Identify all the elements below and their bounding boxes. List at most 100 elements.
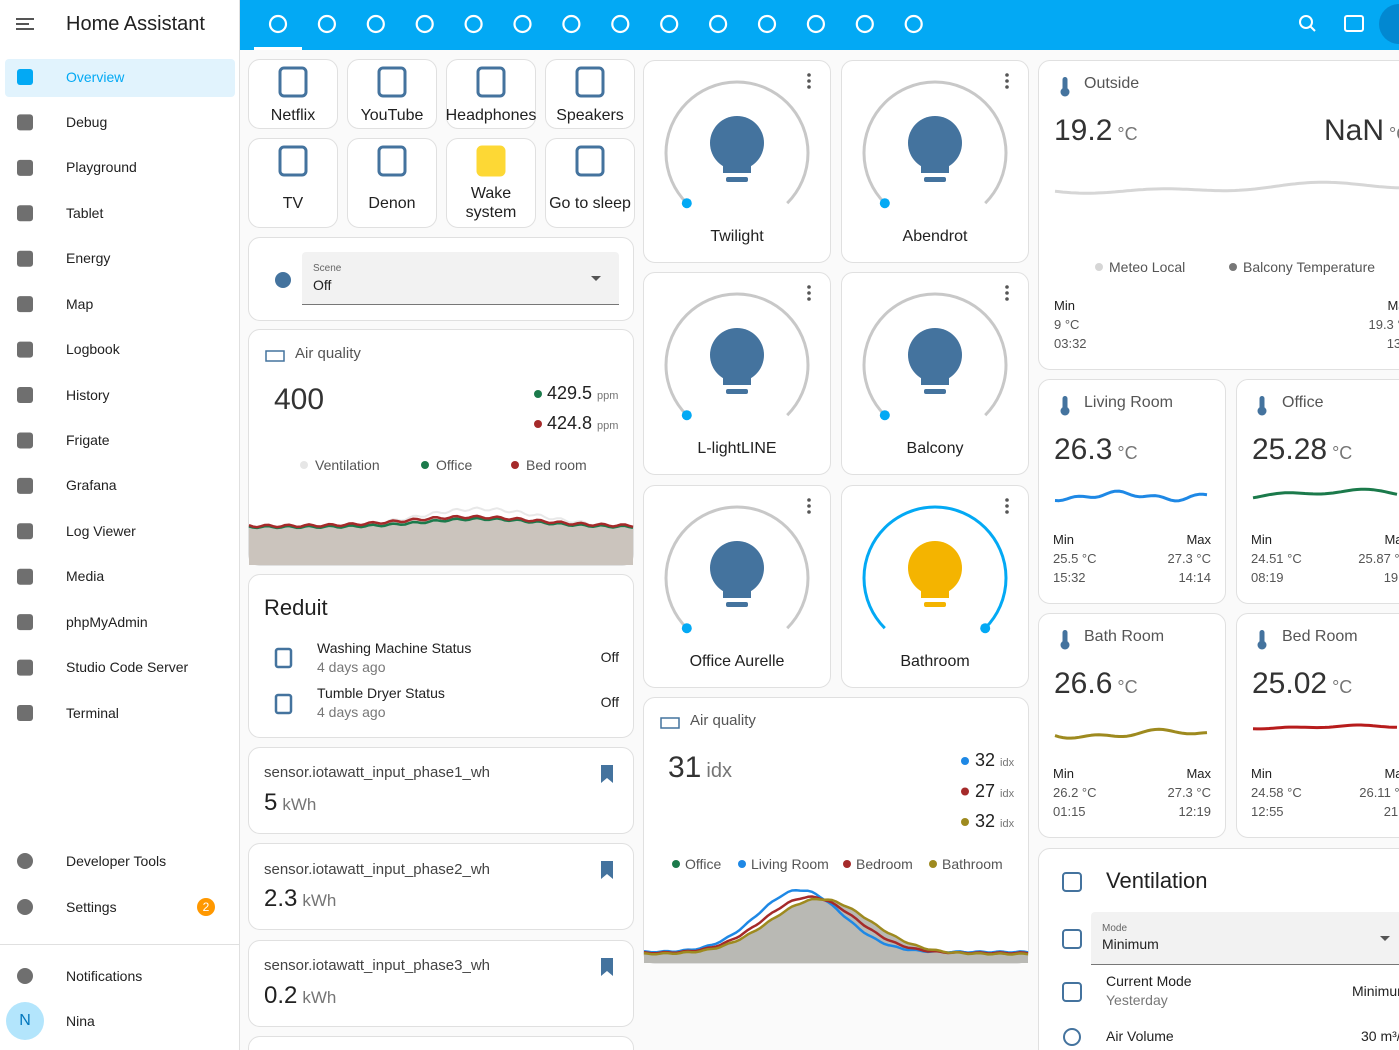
tab-icon xyxy=(806,14,826,34)
reading: 424.8 ppm xyxy=(547,413,618,438)
nav-item[interactable]: History xyxy=(66,386,110,403)
value: 25.28 xyxy=(1252,433,1328,466)
sparkline xyxy=(1054,180,1399,195)
nav-item[interactable]: phpMyAdmin xyxy=(66,613,148,630)
bulb-icon xyxy=(924,389,946,394)
nav-item[interactable]: Grafana xyxy=(66,477,117,494)
bulb-icon xyxy=(921,165,949,173)
button-icon xyxy=(377,145,407,177)
fan-icon xyxy=(1062,929,1082,949)
button-card[interactable] xyxy=(347,59,437,129)
nav-item[interactable]: Terminal xyxy=(66,704,119,721)
nav-item[interactable]: Debug xyxy=(66,114,108,131)
button-label[interactable]: Go to sleep xyxy=(549,195,631,213)
thermometer-card xyxy=(1038,613,1226,838)
card-title: Bed Room xyxy=(1282,628,1358,646)
nav-icon xyxy=(17,523,33,540)
nav-item[interactable]: Log Viewer xyxy=(66,522,136,539)
nav-item[interactable]: Studio Code Server xyxy=(66,659,189,676)
menu-dots xyxy=(807,285,811,289)
search-icon xyxy=(1299,15,1313,29)
bulb-icon xyxy=(924,177,946,182)
entity-value: 5 kWh xyxy=(264,789,316,820)
nav-item[interactable]: Notifications xyxy=(66,967,143,984)
bulb-icon xyxy=(908,328,962,382)
entity-name: Washing Machine Status xyxy=(317,639,472,656)
button-card[interactable] xyxy=(446,59,536,129)
max-value: 25.87 °C xyxy=(1358,551,1399,567)
nav-item[interactable]: Developer Tools xyxy=(66,852,167,869)
sidebar xyxy=(0,0,240,1050)
user-name[interactable]: Nina xyxy=(66,1012,95,1029)
light-name[interactable]: Balcony xyxy=(906,440,964,458)
nav-item[interactable]: Map xyxy=(66,295,94,312)
gauge-handle xyxy=(879,410,890,421)
nav-item[interactable]: Playground xyxy=(66,159,137,176)
button-card[interactable] xyxy=(545,138,635,228)
button-card[interactable] xyxy=(248,59,338,129)
gauge-handle xyxy=(681,623,692,634)
value: NaN xyxy=(1324,114,1385,147)
sensor-value: 31 idx xyxy=(668,750,732,789)
reading: 27 idx xyxy=(975,781,1014,806)
menu-dots xyxy=(1005,291,1009,295)
min-label: Min xyxy=(1251,766,1272,782)
min-time: 03:32 xyxy=(1054,336,1087,352)
tab-icon xyxy=(757,14,777,34)
tab-icon xyxy=(562,14,581,34)
button-label[interactable]: TV xyxy=(282,195,304,213)
thermometer-icon xyxy=(1259,630,1265,644)
legend-item: Living Room xyxy=(751,855,829,872)
light-name[interactable]: Abendrot xyxy=(902,228,968,246)
light-name[interactable]: Office Aurelle xyxy=(689,653,785,671)
thermometer-card xyxy=(1038,379,1226,604)
button-label[interactable]: Wake system xyxy=(465,185,517,222)
unit: kWh xyxy=(302,987,337,1007)
legend-item: Ventilation xyxy=(315,456,380,473)
button-card[interactable] xyxy=(347,138,437,228)
button-label[interactable]: YouTube xyxy=(360,107,424,125)
gauge-track xyxy=(664,80,810,205)
min-value: 26.2 °C xyxy=(1053,785,1097,801)
light-name[interactable]: Twilight xyxy=(710,228,764,246)
menu-dots xyxy=(807,498,811,502)
light-name[interactable]: Bathroom xyxy=(900,653,970,671)
light-name[interactable]: L-lightLINE xyxy=(697,440,777,458)
nav-highlight[interactable] xyxy=(5,59,235,97)
gauge-handle xyxy=(879,198,890,209)
entity-icon xyxy=(274,647,293,669)
button-label[interactable]: Netflix xyxy=(270,107,316,125)
nav-item[interactable]: Frigate xyxy=(66,432,110,449)
badge xyxy=(197,898,215,916)
reading: 32 idx xyxy=(975,811,1014,836)
button-label[interactable]: Headphones xyxy=(445,107,537,125)
nav-item[interactable]: Tablet xyxy=(66,204,104,221)
button-card[interactable] xyxy=(545,59,635,129)
max-label: Max xyxy=(1387,298,1399,314)
nav-item[interactable]: Logbook xyxy=(66,341,120,358)
legend-dot xyxy=(672,860,680,868)
fan-icon xyxy=(1062,982,1082,1002)
sensor-value: 25.02 °C xyxy=(1252,666,1352,705)
gauge-track xyxy=(664,505,810,630)
fan-icon xyxy=(1062,872,1082,892)
button-label[interactable]: Denon xyxy=(368,195,416,213)
button-icon xyxy=(575,145,605,177)
button-icon xyxy=(575,66,605,98)
thermometer-icon xyxy=(1257,640,1267,650)
nav-item[interactable]: Overview xyxy=(66,68,125,85)
bulb-icon xyxy=(908,116,962,170)
legend-dot xyxy=(961,818,969,826)
nav-item[interactable]: Media xyxy=(66,568,105,585)
nav-item[interactable]: Energy xyxy=(66,250,111,267)
dropdown[interactable] xyxy=(1091,912,1399,965)
nav-item[interactable]: Settings xyxy=(66,898,117,915)
gauge-track xyxy=(862,505,1008,630)
button-card[interactable] xyxy=(248,138,338,228)
dropdown[interactable] xyxy=(302,252,619,305)
button-label[interactable]: Speakers xyxy=(556,107,624,125)
nav-icon xyxy=(17,968,33,984)
label: Scene xyxy=(313,263,342,274)
sensor-value: NaN°C xyxy=(1324,113,1399,152)
legend-item: Office xyxy=(436,456,473,473)
